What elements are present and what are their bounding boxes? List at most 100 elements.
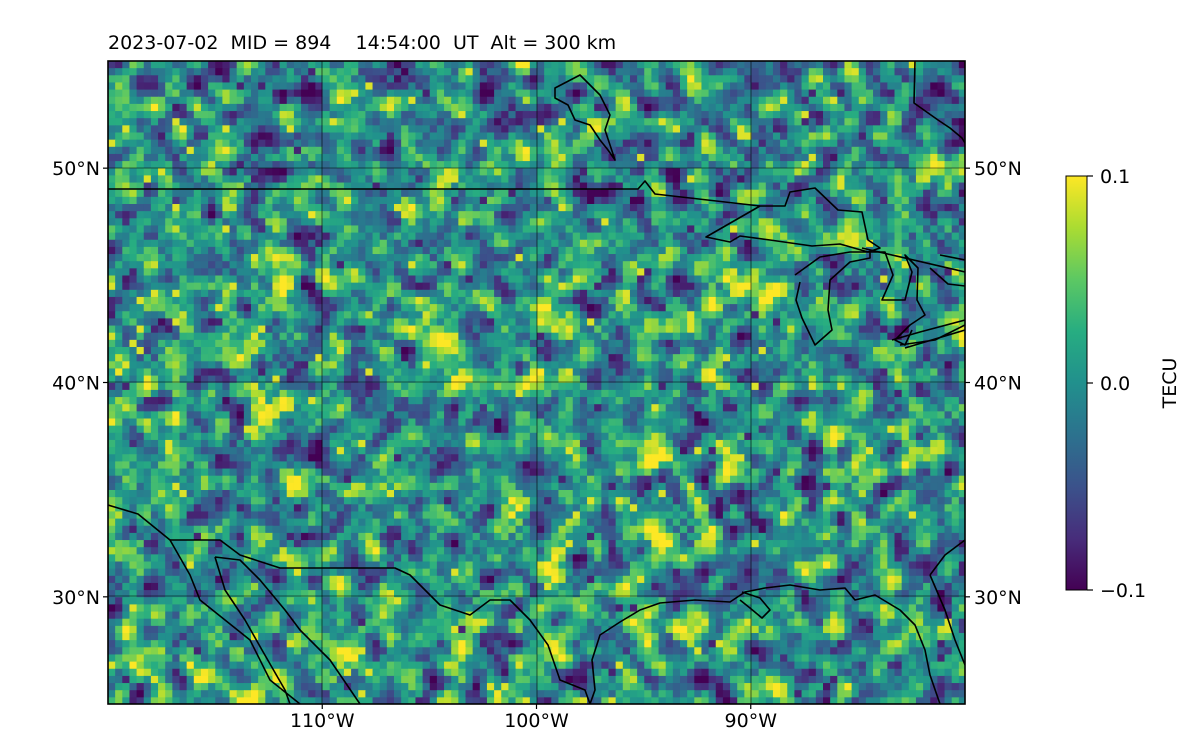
tec-cell xyxy=(251,282,259,291)
tec-cell xyxy=(644,75,652,84)
tec-cell xyxy=(472,225,481,234)
tec-cell xyxy=(608,225,617,234)
tec-cell xyxy=(923,196,931,205)
tec-cell xyxy=(730,118,738,126)
tec-cell xyxy=(322,68,331,76)
tec-cell xyxy=(165,182,173,191)
tec-cell xyxy=(687,218,695,227)
tec-cell xyxy=(465,153,474,162)
tec-cell xyxy=(286,275,295,284)
tec-cell xyxy=(422,232,431,241)
tec-cell xyxy=(644,246,652,255)
tec-cell xyxy=(715,125,724,134)
tec-cell xyxy=(815,246,824,255)
tec-cell xyxy=(865,289,874,298)
tec-cell xyxy=(558,261,567,269)
tec-cell xyxy=(887,296,896,305)
tec-cell xyxy=(215,204,223,212)
tec-cell xyxy=(758,282,767,291)
tec-cell xyxy=(680,239,688,248)
tec-cell xyxy=(601,153,610,162)
tec-cell xyxy=(165,339,173,348)
tec-cell xyxy=(558,246,567,255)
tec-cell xyxy=(236,254,245,262)
tec-cell xyxy=(923,232,931,241)
tec-cell xyxy=(715,146,724,155)
tec-cell xyxy=(115,182,123,191)
tec-cell xyxy=(308,68,316,76)
tec-cell xyxy=(772,332,781,341)
tec-cell xyxy=(336,289,345,298)
tec-cell xyxy=(479,289,488,298)
tec-cell xyxy=(508,125,517,134)
tec-cell xyxy=(865,282,874,291)
tec-cell xyxy=(436,339,445,348)
tec-cell xyxy=(823,339,831,348)
tec-cell xyxy=(494,246,502,255)
tec-cell xyxy=(243,125,252,134)
tec-cell xyxy=(830,175,838,184)
tec-cell xyxy=(129,282,138,291)
tec-cell xyxy=(622,225,631,234)
tec-cell xyxy=(408,196,417,205)
tec-cell xyxy=(937,196,946,205)
tec-cell xyxy=(780,211,788,219)
tec-cell xyxy=(858,196,867,205)
tec-cell xyxy=(458,125,467,134)
tec-cell xyxy=(894,139,903,148)
tec-cell xyxy=(115,275,123,284)
tec-cell xyxy=(808,111,817,119)
tec-cell xyxy=(322,89,331,98)
tec-cell xyxy=(915,296,924,305)
tec-cell xyxy=(308,254,316,262)
tec-cell xyxy=(115,89,123,98)
tec-cell xyxy=(737,282,745,291)
tec-cell xyxy=(150,239,159,248)
tec-cell xyxy=(408,111,417,119)
tec-cell xyxy=(251,75,259,84)
tec-cell xyxy=(958,125,965,134)
tec-cell xyxy=(444,175,452,184)
tec-cell xyxy=(365,153,374,162)
tec-cell xyxy=(401,325,409,334)
tec-cell xyxy=(687,261,695,269)
tec-cell xyxy=(136,96,145,105)
tec-cell xyxy=(222,96,231,105)
tec-cell xyxy=(208,132,216,141)
tec-cell xyxy=(479,125,488,134)
tec-cell xyxy=(751,296,760,305)
tec-cell xyxy=(429,132,438,141)
tec-cell xyxy=(243,225,252,234)
tec-cell xyxy=(844,196,853,205)
tec-cell xyxy=(415,304,424,312)
tec-cell xyxy=(401,75,409,84)
tec-cell xyxy=(901,132,910,141)
tec-cell xyxy=(479,75,488,84)
tec-cell xyxy=(637,261,645,269)
tec-cell xyxy=(272,96,281,105)
tec-cell xyxy=(744,89,753,98)
tec-cell xyxy=(958,139,965,148)
tec-cell xyxy=(258,318,266,327)
tec-cell xyxy=(565,289,574,298)
tec-cell xyxy=(329,204,338,212)
tec-cell xyxy=(758,261,767,269)
tec-cell xyxy=(830,254,838,262)
tec-cell xyxy=(293,196,302,205)
tec-cell xyxy=(115,296,123,305)
tec-cell xyxy=(629,189,638,198)
tec-cell xyxy=(658,218,667,227)
tec-cell xyxy=(765,332,774,341)
tec-cell xyxy=(765,146,774,155)
tec-cell xyxy=(579,82,588,91)
tec-cell xyxy=(551,118,560,126)
tec-cell xyxy=(265,304,274,312)
tec-cell xyxy=(851,289,860,298)
tec-cell xyxy=(865,211,874,219)
tec-cell xyxy=(158,204,166,212)
tec-cell xyxy=(658,325,667,334)
tec-cell xyxy=(622,103,631,112)
tec-cell xyxy=(880,132,888,141)
tec-cell xyxy=(744,339,753,348)
tec-cell xyxy=(958,111,965,119)
